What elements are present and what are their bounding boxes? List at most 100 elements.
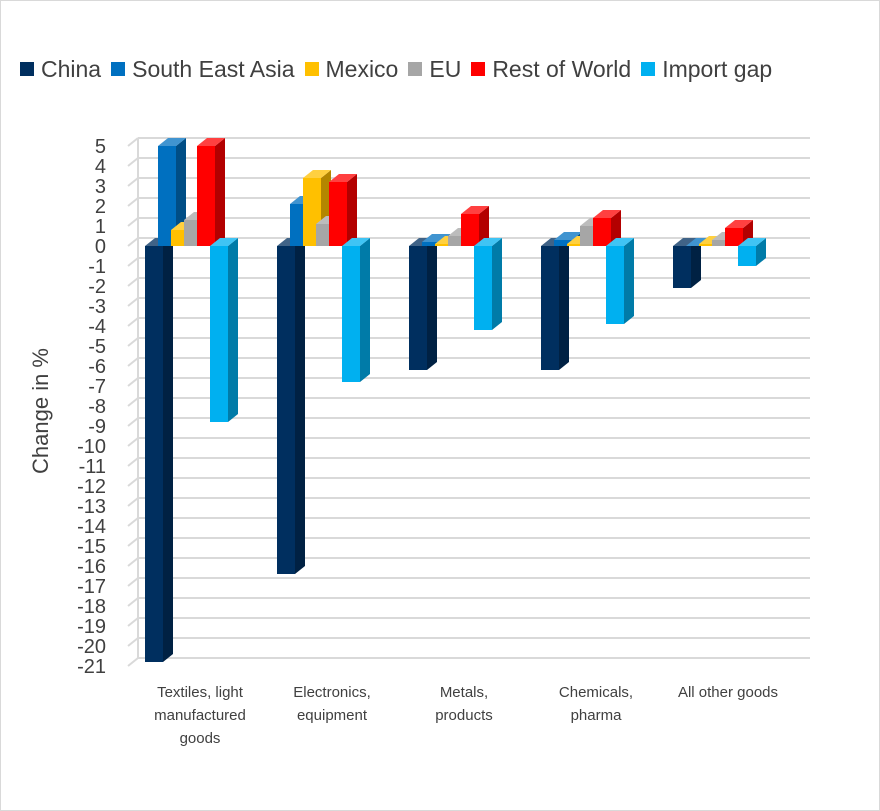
gridline-side	[127, 597, 139, 607]
gridline-side	[127, 297, 139, 307]
gridline-side	[127, 237, 139, 247]
gridline-side	[127, 657, 139, 667]
legend-label: South East Asia	[132, 55, 295, 82]
gridline-side	[127, 517, 139, 527]
legend-label: Import gap	[662, 55, 773, 82]
gridline-side	[127, 437, 139, 447]
bar-front	[554, 240, 572, 246]
gridline-side	[127, 137, 139, 147]
bar-front	[342, 246, 360, 382]
x-tick-label: Chemicals, pharma	[559, 684, 633, 724]
y-tick-label: 5	[95, 136, 106, 158]
y-tick-label: -9	[88, 416, 106, 438]
bar-top	[554, 232, 582, 240]
gridline-side	[127, 217, 139, 227]
y-tick-label: -21	[77, 656, 106, 678]
bar-front	[673, 246, 691, 288]
gridline-side	[127, 577, 139, 587]
bar-side	[691, 238, 701, 288]
gridline-side	[127, 277, 139, 287]
bar-front	[474, 246, 492, 330]
y-tick-label: -12	[77, 476, 106, 498]
bar	[145, 238, 173, 662]
legend-swatch	[111, 62, 126, 76]
bar-top	[329, 174, 357, 182]
legend-swatch	[20, 62, 34, 76]
bar-top	[197, 138, 225, 146]
bar-side	[163, 238, 173, 662]
gridline-side	[127, 477, 139, 487]
bar-top	[158, 138, 186, 146]
y-tick-label: -7	[88, 376, 106, 398]
bar-front	[725, 228, 743, 246]
bar	[606, 238, 634, 324]
y-tick-label: -10	[77, 436, 106, 458]
bar-front	[606, 246, 624, 324]
bar-side	[295, 238, 305, 574]
bar-side	[215, 138, 225, 246]
gridline-side	[127, 257, 139, 267]
bar	[474, 238, 502, 330]
bar-top	[461, 206, 489, 214]
bar-top	[474, 238, 502, 246]
bar	[342, 238, 370, 382]
bar-side	[228, 238, 238, 422]
x-tick-label: Electronics, equipment	[293, 684, 371, 724]
bar-side	[611, 210, 621, 246]
gridline-side	[127, 497, 139, 507]
legend-item: South East Asia	[111, 55, 295, 83]
y-tick-label: -5	[88, 336, 106, 358]
bar-side	[756, 238, 766, 266]
bar	[158, 138, 186, 246]
x-tick-label: Metals, products	[435, 684, 493, 724]
y-tick-label: -17	[77, 576, 106, 598]
bar-top	[210, 238, 238, 246]
legend-label: Rest of World	[492, 55, 632, 82]
bar	[409, 238, 437, 370]
bar-side	[176, 138, 186, 246]
y-tick-label: -20	[77, 636, 106, 658]
legend-item: Import gap	[641, 56, 772, 83]
y-tick-label: -4	[88, 316, 106, 338]
bar-front	[145, 246, 163, 662]
bar	[277, 238, 305, 574]
bar-front	[197, 146, 215, 246]
bar-front	[461, 214, 479, 246]
bar-front	[699, 244, 717, 246]
bar-side	[360, 238, 370, 382]
y-tick-label: -8	[88, 396, 106, 418]
bar	[210, 238, 238, 422]
y-axis-title: Change in %	[28, 348, 53, 474]
bar-front	[738, 246, 756, 266]
bar	[673, 238, 701, 288]
gridlines: 543210-1-2-3-4-5-6-7-8-9-10-11-12-13-14-…	[77, 136, 810, 678]
y-tick-label: -16	[77, 556, 106, 578]
x-tick-label: Textiles, light manufactured goods	[154, 684, 246, 747]
bar-front	[409, 246, 427, 370]
bar-side	[559, 238, 569, 370]
gridline-side	[127, 357, 139, 367]
bar-top	[593, 210, 621, 218]
bar-side	[492, 238, 502, 330]
y-tick-label: -15	[77, 536, 106, 558]
bar-top	[303, 170, 331, 178]
legend-item: EU	[408, 56, 461, 83]
gridline-side	[127, 417, 139, 427]
legend-label: Mexico	[325, 55, 399, 82]
bar-top	[725, 220, 753, 228]
y-tick-label: -14	[77, 516, 106, 538]
bar-top	[342, 238, 370, 246]
y-tick-label: -18	[77, 596, 106, 618]
gridline-side	[127, 197, 139, 207]
bar-top	[738, 238, 766, 246]
legend-swatch	[641, 62, 656, 76]
legend: China South East Asia Mexico EU Rest of Worl…	[20, 54, 782, 84]
bars	[145, 138, 766, 662]
bar-front	[712, 240, 730, 246]
bar-front	[435, 244, 453, 246]
y-tick-label: -3	[88, 296, 106, 318]
bar	[461, 206, 489, 246]
bar	[593, 210, 621, 246]
y-tick-label: -1	[88, 256, 106, 278]
